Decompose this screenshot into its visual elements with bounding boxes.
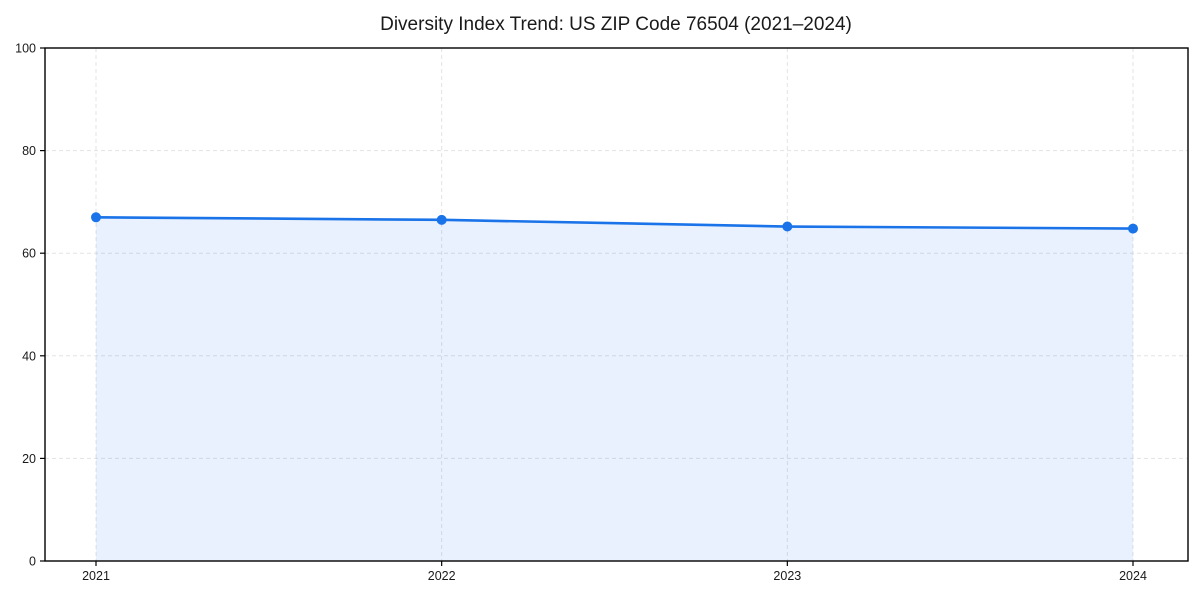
y-tick-label: 60: [22, 247, 36, 261]
chart-title: Diversity Index Trend: US ZIP Code 76504…: [380, 14, 852, 35]
y-tick-label: 80: [22, 144, 36, 158]
x-tick-label: 2021: [82, 569, 110, 583]
x-tick-label: 2022: [428, 569, 456, 583]
data-point: [1128, 223, 1138, 234]
data-point: [782, 221, 793, 232]
y-tick-label: 40: [22, 349, 36, 363]
y-tick-label: 100: [15, 42, 36, 56]
x-tick-label: 2023: [773, 569, 801, 583]
trend-line: [94, 215, 1135, 230]
data-point: [436, 214, 447, 225]
area-fill: [96, 217, 1133, 562]
data-point: [91, 212, 101, 223]
x-tick-label: 2024: [1119, 569, 1147, 583]
y-tick-label: 20: [22, 452, 36, 466]
plot-frame: [44, 47, 1189, 562]
y-tick-label: 0: [29, 555, 36, 569]
